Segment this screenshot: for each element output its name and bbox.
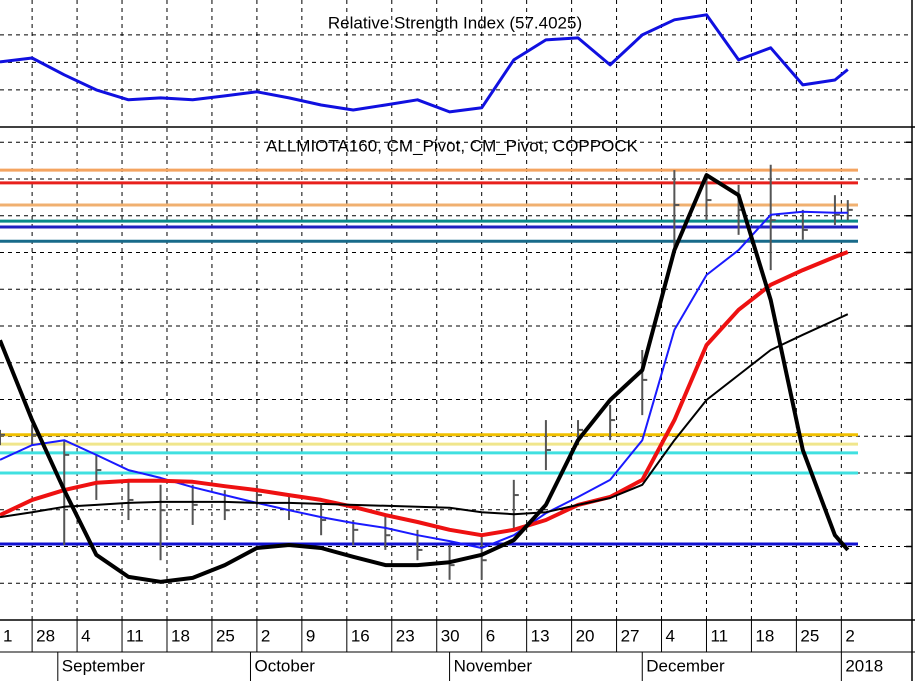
x-tick-label: 27 <box>621 626 640 645</box>
x-tick-label: 16 <box>351 626 370 645</box>
indicator-line <box>0 313 849 519</box>
month-label: 2018 <box>845 656 883 675</box>
x-tick-label: 23 <box>396 626 415 645</box>
x-tick-label: 4 <box>666 626 675 645</box>
indicator-line <box>0 173 850 584</box>
x-tick-label: 11 <box>710 626 728 645</box>
rsi-title: Relative Strength Index (57.4025) <box>328 13 582 32</box>
x-tick-label: 6 <box>486 626 495 645</box>
x-tick-label: 9 <box>306 626 315 645</box>
price-title: ALLMIOTA160, CM_Pivot, CM_Pivot, COPPOCK <box>266 136 639 155</box>
x-tick-label: 13 <box>531 626 550 645</box>
month-label: September <box>62 656 145 675</box>
x-tick-label: 25 <box>800 626 819 645</box>
x-tick-label: 18 <box>755 626 774 645</box>
x-tick-label: 2 <box>845 626 854 645</box>
indicator-line <box>0 250 849 538</box>
month-label: November <box>454 656 533 675</box>
month-label: December <box>646 656 725 675</box>
month-label: October <box>254 656 315 675</box>
x-tick-label: 20 <box>576 626 595 645</box>
x-tick-label: 2 <box>261 626 270 645</box>
x-tick-label: 4 <box>81 626 90 645</box>
x-tick-label: 30 <box>441 626 460 645</box>
x-tick-label: 1 <box>3 626 12 645</box>
x-tick-label: 25 <box>216 626 235 645</box>
x-tick-label: 18 <box>171 626 190 645</box>
rsi-line <box>0 13 849 114</box>
x-tick-label: 28 <box>36 626 55 645</box>
x-tick-label: 11 <box>126 626 144 645</box>
indicator-line <box>0 210 848 549</box>
